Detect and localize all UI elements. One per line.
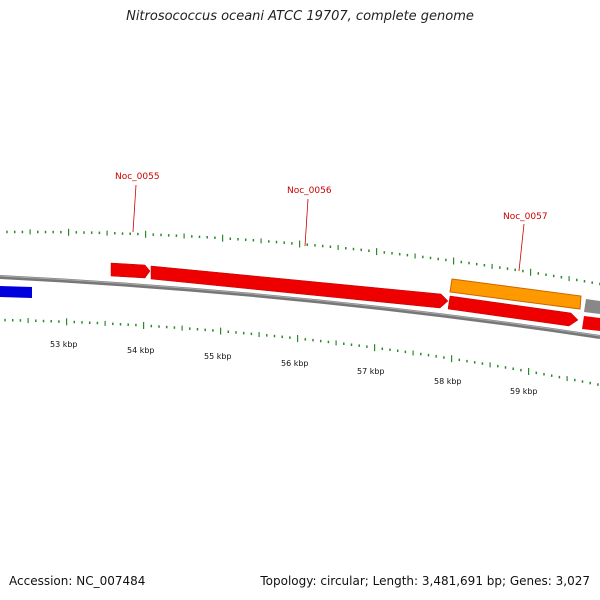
scale-label-55kbp: 55 kbp xyxy=(204,352,232,361)
leader-line-noc-0055 xyxy=(132,184,137,233)
scale-label-56kbp: 56 kbp xyxy=(281,359,309,368)
scale-label-54kbp: 54 kbp xyxy=(127,346,155,355)
scale-label-58kbp: 58 kbp xyxy=(434,377,462,386)
gene-red-right[interactable] xyxy=(582,316,600,331)
gene-noc-0056[interactable] xyxy=(150,265,449,309)
gene-noc-0057[interactable] xyxy=(449,278,582,310)
scale-label-53kbp: 53 kbp xyxy=(50,340,78,349)
gene-label-noc-0057: Noc_0057 xyxy=(503,212,548,222)
gene-label-noc-0056: Noc_0056 xyxy=(287,186,332,196)
inner-tick-track xyxy=(4,318,599,386)
scale-label-59kbp: 59 kbp xyxy=(510,387,538,396)
outer-tick-track xyxy=(6,228,600,286)
accession-text: Accession: NC_007484 xyxy=(9,574,146,588)
leader-line-noc-0057 xyxy=(518,223,525,272)
scale-label-57kbp: 57 kbp xyxy=(357,367,385,376)
genome-summary-text: Topology: circular; Length: 3,481,691 bp… xyxy=(260,574,590,588)
genome-backbone xyxy=(0,275,600,339)
gene-gray-right[interactable] xyxy=(584,299,600,314)
genome-backbone-highlight xyxy=(0,275,600,337)
gene-label-noc-0055: Noc_0055 xyxy=(115,172,160,182)
gene-noc-0055[interactable] xyxy=(110,262,151,279)
genome-title: Nitrosococcus oceani ATCC 19707, complet… xyxy=(126,9,474,24)
leader-line-noc-0056 xyxy=(304,198,309,247)
gene-reverse-strand[interactable] xyxy=(447,295,579,327)
gene-blue-left[interactable] xyxy=(0,286,32,298)
